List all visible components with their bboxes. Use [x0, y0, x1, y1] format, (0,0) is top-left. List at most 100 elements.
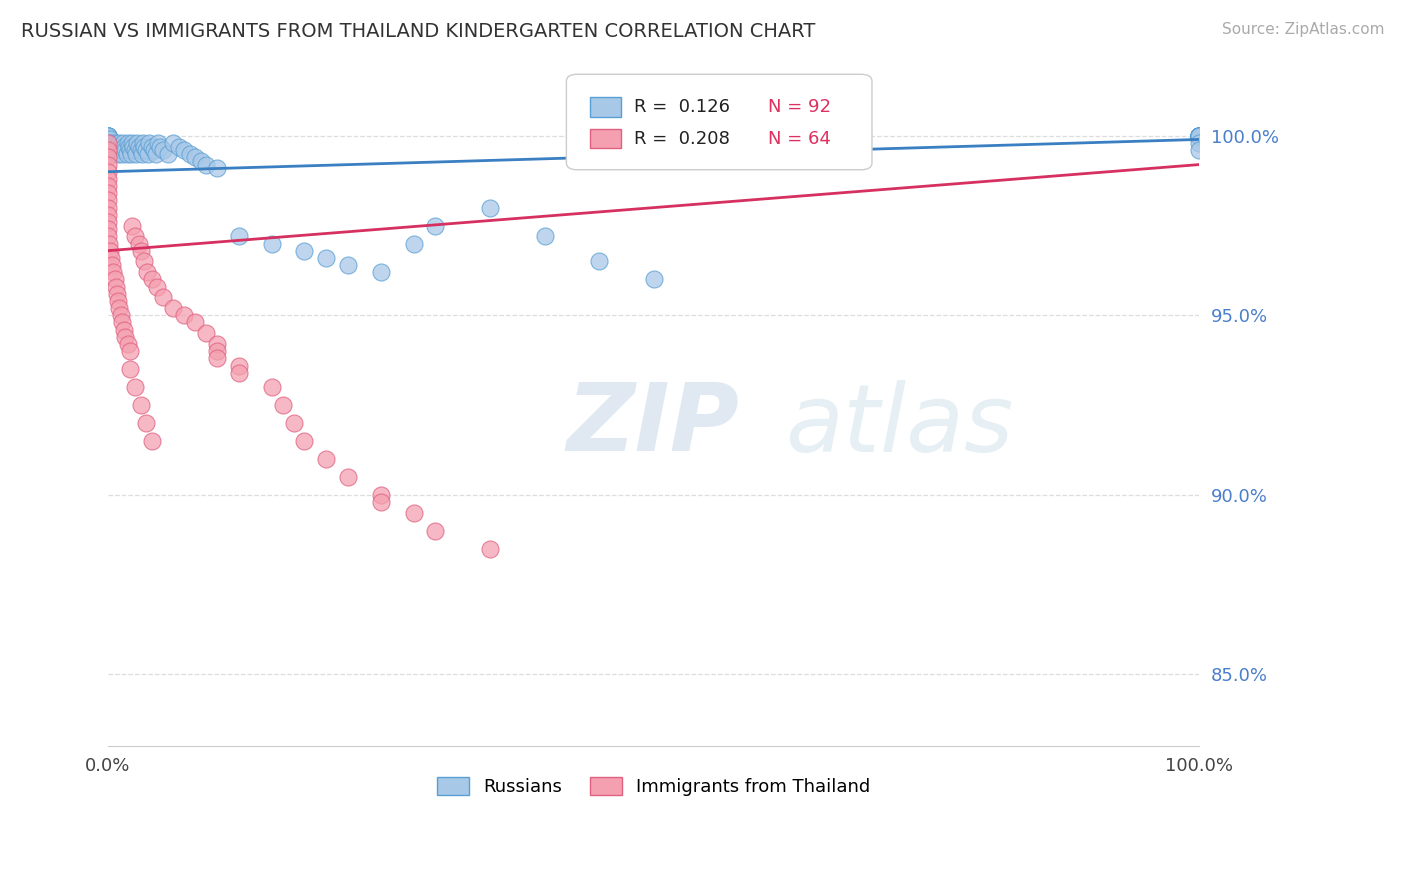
Point — [1188, 128, 1211, 143]
Point — [283, 416, 305, 430]
Point — [173, 308, 195, 322]
FancyBboxPatch shape — [591, 128, 621, 148]
Point — [97, 172, 120, 186]
Point — [478, 201, 501, 215]
Point — [145, 146, 167, 161]
Point — [1188, 136, 1211, 150]
Point — [205, 351, 228, 366]
Point — [1188, 128, 1211, 143]
Point — [121, 219, 143, 233]
Text: ZIP: ZIP — [567, 379, 740, 472]
Point — [129, 143, 152, 157]
Point — [98, 236, 121, 251]
Point — [205, 337, 228, 351]
Point — [141, 139, 163, 153]
Point — [114, 330, 136, 344]
Point — [98, 132, 121, 146]
Point — [103, 136, 125, 150]
Point — [132, 254, 155, 268]
Point — [1188, 128, 1211, 143]
Point — [141, 272, 163, 286]
Point — [124, 380, 146, 394]
Point — [315, 451, 337, 466]
Point — [115, 146, 138, 161]
Point — [260, 236, 283, 251]
Point — [112, 139, 135, 153]
Point — [1188, 128, 1211, 143]
Point — [122, 139, 145, 153]
Point — [110, 308, 132, 322]
Point — [1188, 128, 1211, 143]
Point — [148, 136, 170, 150]
Point — [205, 161, 228, 176]
Point — [136, 265, 159, 279]
Point — [228, 366, 250, 380]
Point — [117, 136, 139, 150]
Point — [101, 139, 124, 153]
Point — [127, 136, 149, 150]
Point — [142, 143, 165, 157]
Point — [370, 265, 392, 279]
Point — [97, 128, 120, 143]
Point — [97, 136, 120, 150]
Point — [1188, 128, 1211, 143]
Point — [111, 316, 134, 330]
Point — [97, 194, 120, 208]
Point — [124, 143, 146, 157]
Point — [97, 128, 120, 143]
Point — [1188, 128, 1211, 143]
Point — [101, 258, 124, 272]
Point — [205, 344, 228, 359]
Point — [425, 524, 447, 538]
Point — [97, 179, 120, 194]
Point — [179, 146, 201, 161]
Point — [97, 222, 120, 236]
Point — [128, 139, 150, 153]
Point — [97, 139, 120, 153]
Point — [97, 165, 120, 179]
Text: atlas: atlas — [785, 380, 1012, 471]
Point — [260, 380, 283, 394]
Point — [132, 139, 155, 153]
Point — [97, 208, 120, 222]
Point — [294, 434, 316, 448]
Point — [294, 244, 316, 258]
Point — [97, 186, 120, 201]
Point — [104, 139, 127, 153]
Point — [103, 265, 125, 279]
Point — [138, 136, 160, 150]
Text: R =  0.208: R = 0.208 — [634, 130, 730, 148]
Point — [135, 416, 157, 430]
FancyBboxPatch shape — [567, 74, 872, 169]
Point — [98, 244, 121, 258]
Point — [104, 279, 127, 293]
Point — [117, 337, 139, 351]
Point — [114, 143, 136, 157]
Point — [402, 236, 425, 251]
Point — [97, 229, 120, 244]
Point — [149, 139, 172, 153]
Point — [103, 143, 125, 157]
Point — [1188, 128, 1211, 143]
Point — [124, 229, 146, 244]
Point — [1188, 143, 1211, 157]
Point — [128, 236, 150, 251]
Point — [121, 136, 143, 150]
Point — [125, 146, 148, 161]
Point — [118, 143, 141, 157]
Point — [129, 244, 152, 258]
Point — [337, 258, 360, 272]
Legend: Russians, Immigrants from Thailand: Russians, Immigrants from Thailand — [427, 768, 880, 805]
Point — [478, 541, 501, 556]
Point — [111, 146, 134, 161]
Point — [173, 143, 195, 157]
Point — [162, 301, 184, 315]
Point — [97, 146, 120, 161]
Point — [112, 323, 135, 337]
Point — [425, 219, 447, 233]
Point — [184, 150, 207, 164]
Point — [105, 286, 128, 301]
Point — [97, 150, 120, 164]
Point — [1188, 128, 1211, 143]
Text: RUSSIAN VS IMMIGRANTS FROM THAILAND KINDERGARTEN CORRELATION CHART: RUSSIAN VS IMMIGRANTS FROM THAILAND KIND… — [21, 22, 815, 41]
